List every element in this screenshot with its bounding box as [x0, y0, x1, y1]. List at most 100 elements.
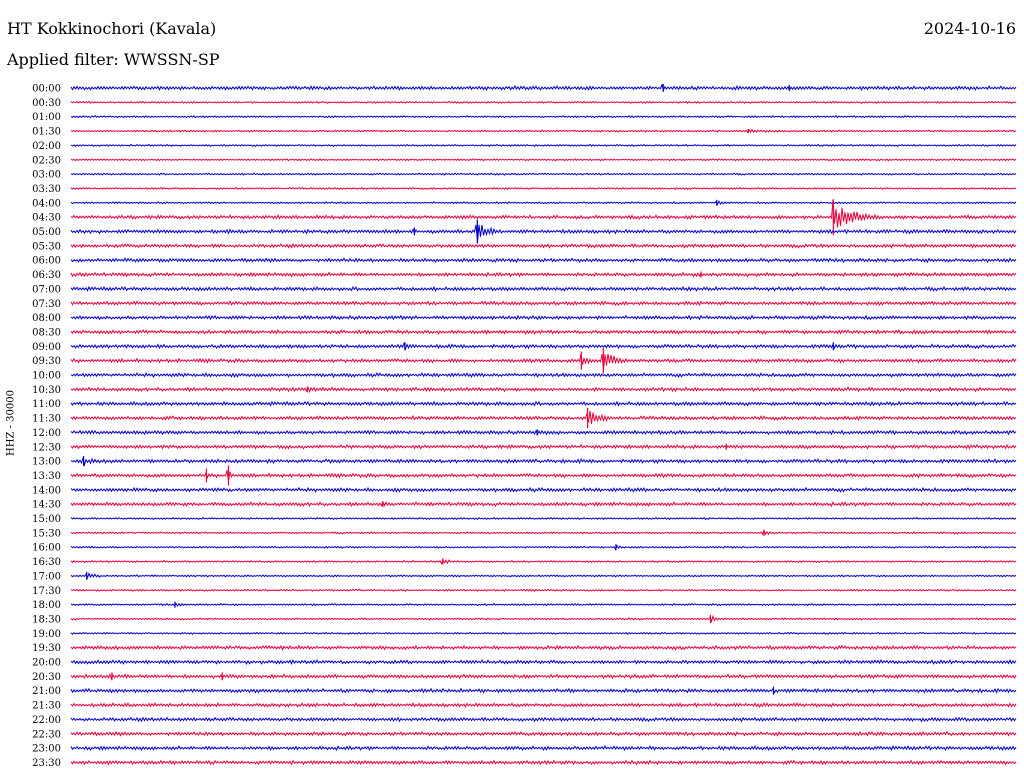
row-time-label: 01:00 [32, 112, 61, 123]
trace-line-0400 [70, 200, 1017, 206]
trace-line-1500 [70, 516, 1017, 521]
trace-line-2030 [70, 673, 1017, 681]
station-title: HT Kokkinochori (Kavala) [7, 19, 217, 38]
trace-line-1130 [70, 410, 1017, 424]
row-time-label: 13:00 [32, 457, 61, 468]
row-time-label: 00:30 [32, 98, 61, 109]
trace-line-1030 [70, 386, 1017, 394]
trace-line-0000 [70, 83, 1017, 92]
trace-line-1600 [70, 544, 1017, 551]
trace-line-0200 [70, 143, 1017, 148]
row-time-label: 17:00 [32, 571, 61, 582]
trace-line-1430 [70, 500, 1017, 508]
row-time-label: 12:30 [32, 442, 61, 453]
record-date: 2024-10-16 [923, 19, 1016, 38]
trace-line-0530 [70, 242, 1017, 249]
row-time-label: 14:30 [32, 500, 61, 511]
row-time-label: 07:00 [32, 284, 61, 295]
trace-line-2230 [70, 730, 1017, 737]
row-time-label: 21:30 [32, 701, 61, 712]
row-time-label: 05:00 [32, 227, 61, 238]
trace-line-0800 [70, 314, 1017, 321]
trace-line-0230 [70, 158, 1017, 162]
trace-line-0830 [70, 328, 1017, 336]
row-time-label: 22:00 [32, 715, 61, 726]
trace-line-2000 [70, 659, 1017, 665]
row-time-label: 11:00 [32, 399, 61, 410]
row-time-label: 06:00 [32, 256, 61, 267]
row-time-label: 23:00 [32, 744, 61, 755]
row-time-label: 08:00 [32, 313, 61, 324]
row-time-label: 18:00 [32, 600, 61, 611]
trace-line-0600 [70, 257, 1017, 264]
row-time-label: 10:00 [32, 371, 61, 382]
trace-line-1630 [70, 558, 1017, 565]
row-time-label: 09:30 [32, 356, 61, 367]
row-time-label: 10:30 [32, 385, 61, 396]
trace-line-1100 [70, 400, 1017, 407]
trace-line-1300 [70, 456, 1017, 467]
trace-line-0330 [70, 186, 1017, 191]
row-time-label: 01:30 [32, 127, 61, 138]
trace-line-2200 [70, 716, 1017, 723]
trace-line-1400 [70, 486, 1017, 493]
trace-line-0900 [70, 341, 1017, 351]
row-time-label: 09:00 [32, 342, 61, 353]
row-time-label: 12:00 [32, 428, 61, 439]
trace-line-1930 [70, 644, 1017, 651]
row-time-label: 15:30 [32, 528, 61, 539]
trace-line-0730 [70, 300, 1017, 307]
trace-line-1000 [70, 372, 1017, 379]
row-time-label: 19:00 [32, 629, 61, 640]
row-time-label: 20:00 [32, 658, 61, 669]
row-time-label: 04:30 [32, 213, 61, 224]
row-time-label: 08:30 [32, 327, 61, 338]
row-time-label: 05:30 [32, 241, 61, 252]
row-time-label: 18:30 [32, 614, 61, 625]
trace-line-1830 [70, 614, 1017, 624]
row-time-label: 20:30 [32, 672, 61, 683]
row-time-label: 00:00 [32, 84, 61, 95]
row-time-label: 16:30 [32, 557, 61, 568]
row-time-label: 11:30 [32, 414, 61, 425]
row-time-label: 22:30 [32, 729, 61, 740]
row-time-label: 03:30 [32, 184, 61, 195]
trace-line-2330 [70, 759, 1017, 766]
trace-line-0630 [70, 271, 1017, 278]
row-time-label: 02:30 [32, 155, 61, 166]
trace-line-0430 [70, 199, 1017, 228]
trace-line-1200 [70, 429, 1017, 436]
applied-filter-label: Applied filter: WWSSN-SP [7, 50, 220, 69]
trace-line-0500 [70, 224, 1017, 242]
trace-line-0100 [70, 115, 1017, 119]
trace-line-0930 [70, 353, 1017, 370]
trace-line-1900 [70, 631, 1017, 636]
trace-line-2100 [70, 687, 1017, 694]
trace-line-1730 [70, 588, 1017, 592]
trace-line-0030 [70, 100, 1017, 105]
row-time-label: 19:30 [32, 643, 61, 654]
trace-line-1530 [70, 529, 1017, 536]
trace-line-2300 [70, 745, 1017, 752]
row-time-label: 14:00 [32, 485, 61, 496]
trace-line-0700 [70, 285, 1017, 292]
trace-line-1230 [70, 443, 1017, 450]
row-time-label: 02:00 [32, 141, 61, 152]
row-time-label: 07:30 [32, 299, 61, 310]
row-time-label: 13:30 [32, 471, 61, 482]
row-time-label: 17:30 [32, 586, 61, 597]
trace-line-0130 [70, 128, 1017, 134]
row-time-label: 06:30 [32, 270, 61, 281]
row-time-label: 03:00 [32, 170, 61, 181]
trace-line-0300 [70, 172, 1017, 176]
trace-line-1330 [70, 470, 1017, 482]
row-time-label: 15:00 [32, 514, 61, 525]
trace-line-2130 [70, 702, 1017, 709]
trace-line-1800 [70, 602, 1017, 608]
trace-line-1700 [70, 572, 1017, 580]
row-time-label: 04:00 [32, 198, 61, 209]
row-time-label: 16:00 [32, 543, 61, 554]
row-time-label: 21:00 [32, 686, 61, 697]
row-time-label: 23:30 [32, 758, 61, 769]
